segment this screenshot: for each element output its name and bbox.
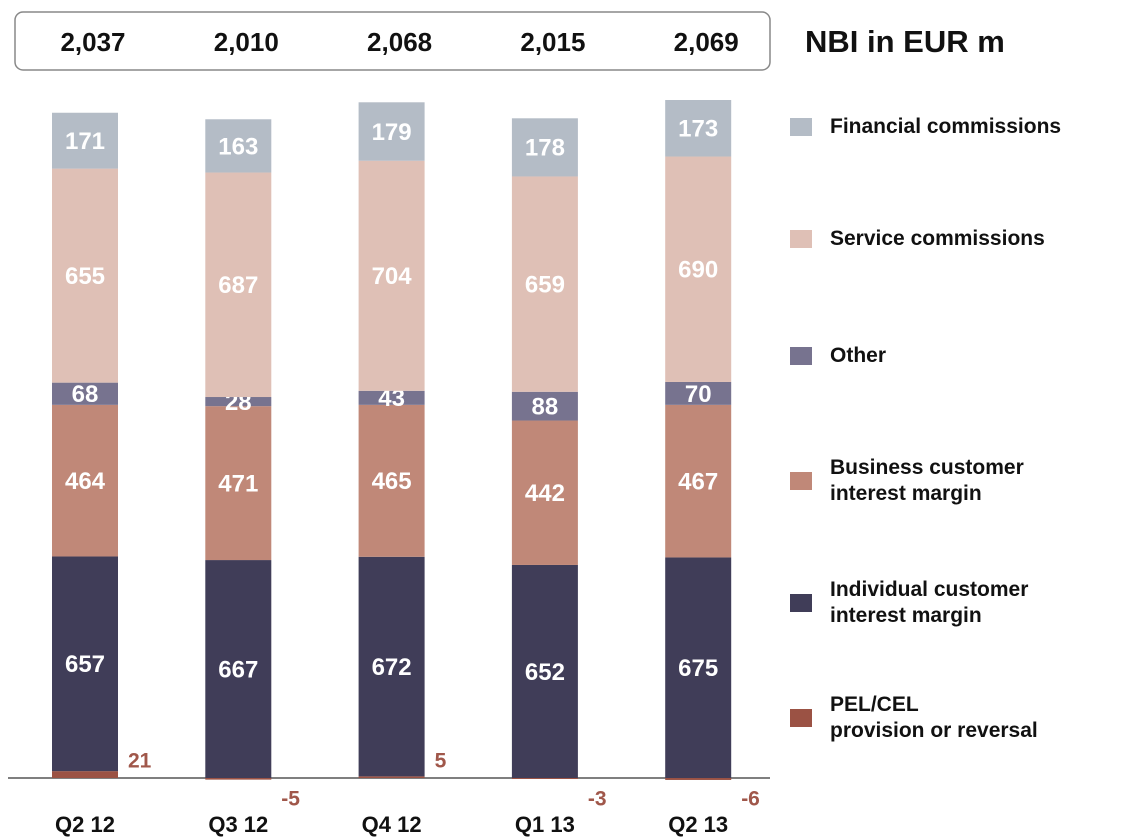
data-label: 690 <box>678 257 718 284</box>
legend-label: Business customer interest margin <box>830 456 1024 505</box>
x-tick-label: Q1 13 <box>515 812 575 837</box>
x-tick-label: Q4 12 <box>362 812 422 837</box>
bar-segment <box>511 391 578 421</box>
data-label: 21 <box>128 750 152 773</box>
bar-segment <box>665 156 732 382</box>
bar-segment <box>665 381 732 405</box>
bar-segment <box>665 100 732 157</box>
legend-swatch <box>790 230 812 248</box>
bar-segment <box>511 420 578 565</box>
chart-title: NBI in EUR m <box>805 24 1005 59</box>
data-label: 471 <box>218 470 258 497</box>
bar-segment <box>52 771 118 778</box>
bar-segment <box>358 556 425 777</box>
bar-segment <box>665 778 732 780</box>
legend-item: Individual customer interest margin <box>790 577 1028 629</box>
bar-segment <box>358 776 425 778</box>
bar-segment <box>205 172 272 398</box>
bar-segment <box>665 557 732 778</box>
bar-segment <box>511 778 578 779</box>
bar-segment <box>205 778 272 780</box>
data-label: 672 <box>372 654 412 681</box>
bar-segment <box>358 404 425 557</box>
x-tick-label: Q2 12 <box>55 812 115 837</box>
legend-swatch <box>790 709 812 727</box>
data-label: 173 <box>678 116 718 143</box>
data-label: 655 <box>65 263 105 290</box>
totals-box <box>14 11 771 71</box>
legend-label: PEL/CEL provision or reversal <box>830 693 1038 742</box>
total-label: 2,068 <box>367 27 432 57</box>
data-label: 70 <box>685 381 712 408</box>
legend-label: Individual customer interest margin <box>830 578 1029 627</box>
data-label: 704 <box>372 263 413 290</box>
data-label: 171 <box>65 128 105 155</box>
x-tick-label: Q3 12 <box>208 812 268 837</box>
bar-segment <box>52 382 118 405</box>
legend-label: Financial commissions <box>830 115 1062 138</box>
bar-segment <box>665 404 732 558</box>
data-label: 88 <box>532 394 559 421</box>
bar-segment <box>205 406 272 561</box>
data-label: 179 <box>372 119 412 146</box>
data-label: 667 <box>218 656 258 683</box>
total-label: 2,015 <box>520 27 585 57</box>
bar-segment <box>358 160 425 391</box>
legend-swatch <box>790 594 812 612</box>
bar-segment <box>511 176 578 392</box>
data-label: 163 <box>218 133 258 160</box>
data-label: 467 <box>678 468 718 495</box>
bar-segment <box>52 168 118 383</box>
data-label: 68 <box>72 381 99 408</box>
bar-segment <box>511 118 578 177</box>
bar-segment <box>358 102 425 161</box>
total-label: 2,037 <box>60 27 125 57</box>
data-label: -6 <box>741 788 760 811</box>
legend-swatch <box>790 118 812 136</box>
legend-item: PEL/CEL provision or reversal <box>790 692 1038 744</box>
data-label: 442 <box>525 480 565 507</box>
bar-segment <box>52 112 118 169</box>
legend-item: Financial commissions <box>790 114 1061 140</box>
legend-label: Other <box>830 344 887 367</box>
data-label: 652 <box>525 659 565 686</box>
bar-segment <box>205 119 272 173</box>
bar-segment <box>52 556 118 772</box>
data-label: -3 <box>588 788 607 811</box>
data-label: 687 <box>218 272 258 299</box>
bar-segment <box>205 397 272 407</box>
bar-segment <box>52 404 118 557</box>
data-label: 659 <box>525 271 565 298</box>
total-label: 2,010 <box>214 27 279 57</box>
bar-segment <box>358 390 425 405</box>
legend-item: Business customer interest margin <box>790 455 1024 507</box>
data-label: 675 <box>678 655 718 682</box>
legend-item: Service commissions <box>790 226 1045 252</box>
data-label: -5 <box>281 788 300 811</box>
data-label: 178 <box>525 135 565 162</box>
data-label: 464 <box>65 468 106 495</box>
bar-segment <box>205 560 272 778</box>
data-label: 465 <box>372 468 412 495</box>
x-tick-label: Q2 13 <box>668 812 728 837</box>
legend-item: Other <box>790 343 886 369</box>
data-label: 657 <box>65 651 105 678</box>
data-label: 5 <box>435 750 447 773</box>
legend-label: Service commissions <box>830 227 1045 250</box>
total-label: 2,069 <box>674 27 739 57</box>
bar-segment <box>511 564 578 778</box>
legend-swatch <box>790 472 812 490</box>
legend-swatch <box>790 347 812 365</box>
